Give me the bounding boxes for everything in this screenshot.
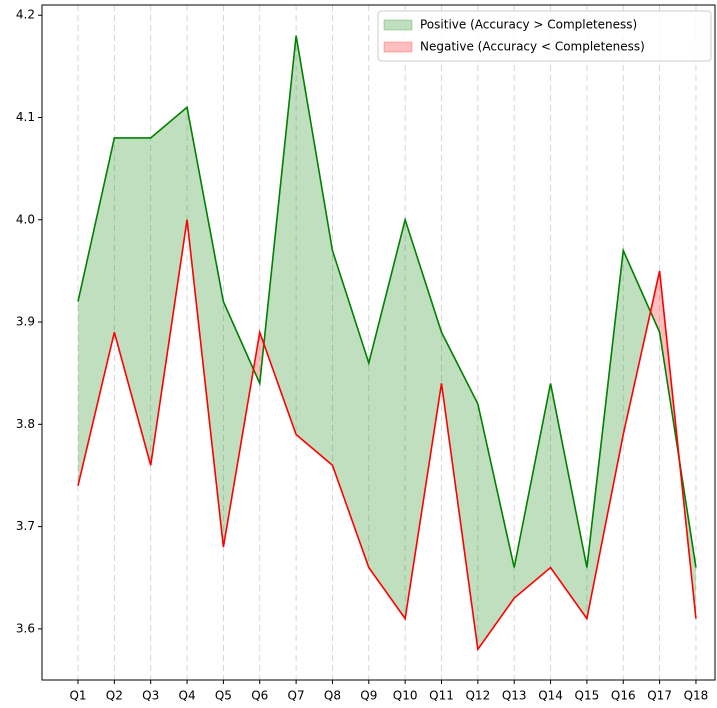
x-tick-label: Q14: [538, 689, 563, 703]
x-tick-label: Q16: [611, 689, 636, 703]
y-tick-label: 4.1: [16, 110, 35, 124]
x-tick-label: Q11: [429, 689, 454, 703]
legend-label: Negative (Accuracy < Completeness): [420, 40, 645, 54]
x-tick-label: Q4: [179, 689, 196, 703]
x-tick-label: Q13: [502, 689, 527, 703]
series-line: [77, 35, 697, 568]
y-tick-label: 3.7: [16, 519, 35, 533]
x-tick-label: Q17: [647, 689, 672, 703]
legend: [377, 10, 712, 62]
fill-area: [477, 403, 515, 650]
fill-area: [586, 250, 624, 619]
x-tick-label: Q7: [288, 689, 305, 703]
legend-label: Positive (Accuracy > Completeness): [420, 18, 637, 32]
fill-area: [263, 35, 297, 435]
y-tick-label: 4.0: [16, 212, 35, 226]
x-tick-label: Q3: [142, 689, 159, 703]
fill-area: [187, 107, 224, 548]
y-tick-label: 4.2: [16, 8, 35, 22]
legend-box: [377, 10, 712, 62]
x-tick-label: Q9: [360, 689, 377, 703]
fill-area: [78, 137, 115, 486]
x-tick-label: Q10: [393, 689, 418, 703]
fill-area: [514, 383, 551, 599]
legend-swatch: [383, 41, 413, 53]
y-tick-label: 3.9: [16, 315, 35, 329]
y-tick-label: 3.8: [16, 417, 35, 431]
fill-area: [405, 219, 442, 619]
series-line: [77, 219, 697, 652]
x-tick-label: Q18: [684, 689, 709, 703]
fill-area: [332, 250, 369, 568]
fill-area: [114, 137, 151, 466]
x-tick-label: Q5: [215, 689, 232, 703]
plot-frame: [41, 4, 716, 681]
fill-area: [223, 301, 254, 548]
fill-area: [550, 383, 587, 619]
fill-area: [623, 250, 651, 435]
y-tick-label: 3.6: [16, 621, 35, 635]
x-tick-label: Q15: [575, 689, 600, 703]
legend-swatch: [383, 19, 413, 31]
x-tick-label: Q2: [106, 689, 123, 703]
x-tick-label: Q6: [251, 689, 268, 703]
fill-area: [296, 35, 333, 466]
fill-area: [150, 107, 188, 466]
x-tick-label: Q8: [324, 689, 341, 703]
fill-area: [441, 332, 478, 650]
x-tick-label: Q12: [465, 689, 490, 703]
fill-area: [368, 219, 406, 619]
x-tick-label: Q1: [69, 689, 86, 703]
fill-area: [650, 270, 660, 333]
